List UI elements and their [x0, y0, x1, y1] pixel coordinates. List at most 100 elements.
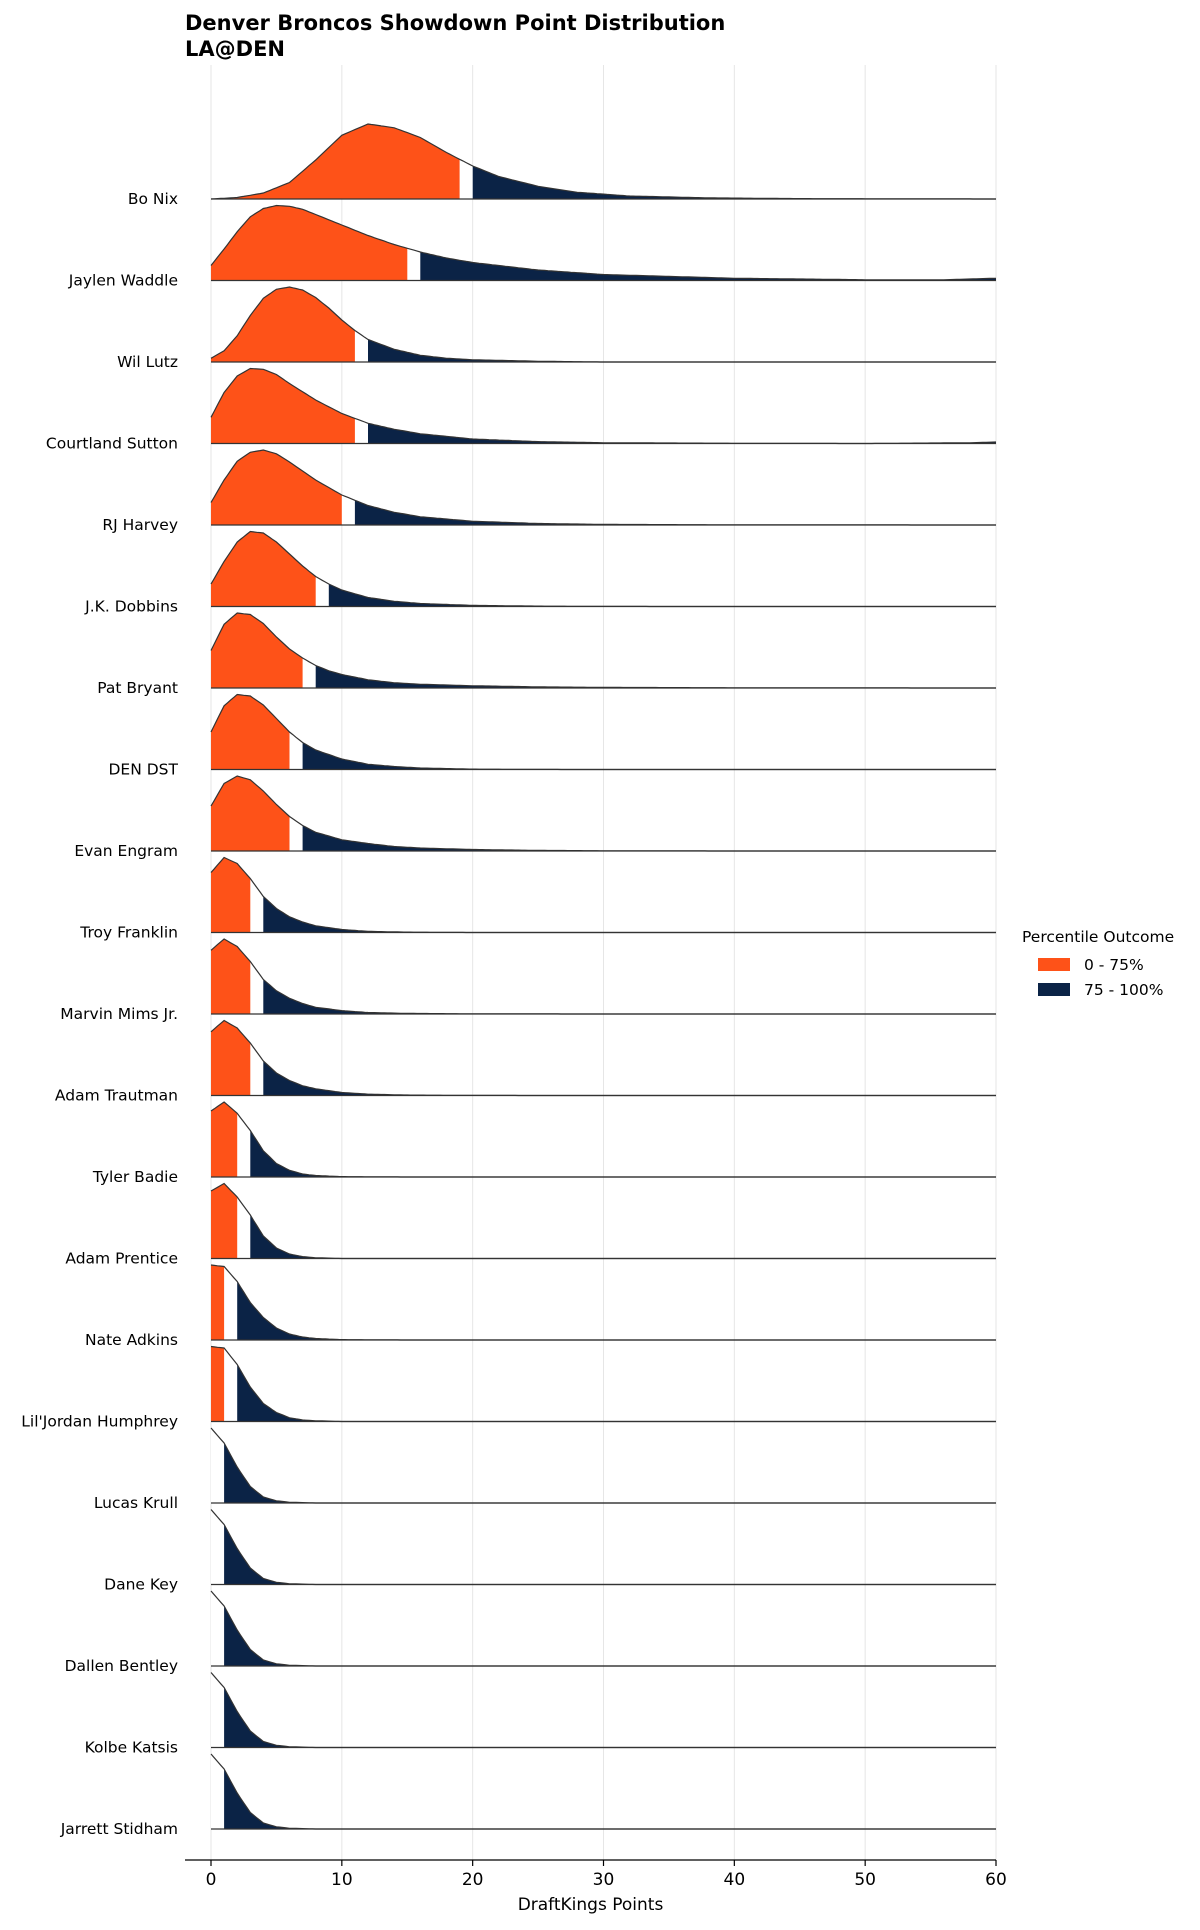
ridge-nate-adkins [210, 1264, 996, 1341]
legend-title: Percentile Outcome [1022, 928, 1175, 946]
x-tick-label-50: 50 [854, 1870, 876, 1890]
ridge-area-75-100 [302, 825, 997, 851]
x-tick-label-60: 60 [985, 1870, 1007, 1890]
player-label-troy-franklin: Troy Franklin [79, 924, 178, 942]
x-tick-label-0: 0 [206, 1870, 217, 1890]
ridge-lucas-krull [210, 1427, 997, 1504]
ridge-lil-jordan-humphrey [210, 1345, 996, 1423]
ridge-area-0-75 [211, 694, 290, 770]
ridge-rj-harvey [210, 449, 996, 526]
ridge-area-0-75 [211, 368, 355, 444]
ridge-troy-franklin [210, 856, 996, 934]
ridge-dallen-bentley [210, 1590, 997, 1667]
ridge-tyler-badie [210, 1101, 997, 1178]
player-label-pat-bryant: Pat Bryant [97, 679, 178, 697]
ridge-jarrett-stidham [210, 1753, 997, 1830]
legend-label-low: 0 - 75% [1084, 955, 1144, 974]
chart-title: Denver Broncos Showdown Point Distributi… [185, 11, 726, 35]
ridge-area-75-100 [237, 1281, 996, 1340]
ridge-adam-trautman [210, 1019, 996, 1097]
player-label-nate-adkins: Nate Adkins [85, 1331, 178, 1349]
ridge-area-0-75 [211, 287, 355, 362]
legend-swatch-high [1038, 983, 1070, 996]
player-label-adam-prentice: Adam Prentice [65, 1250, 178, 1268]
ridge-area-75-100 [472, 166, 996, 199]
ridge-area-75-100 [302, 742, 997, 770]
ridge-kolbe-katsis [210, 1672, 997, 1749]
x-tick-label-30: 30 [593, 1870, 615, 1890]
ridge-area-0-75 [211, 1346, 225, 1422]
player-label-lucas-krull: Lucas Krull [94, 1494, 178, 1512]
ridge-area-0-75 [211, 124, 460, 199]
ridge-area-75-100 [224, 1687, 997, 1748]
ridge-marvin-mims-jr- [210, 938, 996, 1015]
ridge-area-75-100 [224, 1606, 997, 1666]
chart-subtitle: LA@DEN [185, 37, 285, 61]
ridge-area-75-100 [315, 665, 996, 688]
ridge-area-0-75 [211, 776, 290, 851]
ridge-outline [210, 204, 996, 281]
ridge-area-75-100 [250, 1130, 997, 1177]
ridge-area-0-75 [211, 1265, 225, 1340]
legend-swatch-low [1038, 958, 1070, 971]
ridge-area-0-75 [211, 857, 251, 933]
player-label-adam-trautman: Adam Trautman [55, 1087, 178, 1105]
ridge-area-0-75 [211, 1183, 238, 1259]
ridge-adam-prentice [210, 1182, 997, 1260]
ridge-dane-key [210, 1509, 997, 1586]
ridge-area-0-75 [211, 531, 316, 607]
ridge-area-75-100 [354, 500, 996, 525]
grid-lines [210, 65, 997, 1860]
player-label-tyler-badie: Tyler Badie [92, 1168, 178, 1186]
ridges [210, 123, 997, 1830]
player-label-rj-harvey: RJ Harvey [102, 516, 178, 534]
player-label-dane-key: Dane Key [104, 1576, 178, 1594]
ridge-area-75-100 [250, 1215, 997, 1259]
player-label-dallen-bentley: Dallen Bentley [65, 1657, 178, 1675]
ridge-wil-lutz [210, 286, 996, 363]
ridge-area-75-100 [328, 584, 996, 607]
player-label-den-dst: DEN DST [109, 761, 179, 779]
ridge-j-k-dobbins [210, 530, 996, 608]
ridge-area-75-100 [237, 1364, 996, 1422]
x-tick-label-40: 40 [724, 1870, 746, 1890]
player-label-marvin-mims-jr-: Marvin Mims Jr. [60, 1005, 178, 1023]
chart-title-block: Denver Broncos Showdown Point Distributi… [185, 10, 725, 62]
legend-label-high: 75 - 100% [1084, 980, 1164, 999]
ridge-area-75-100 [263, 979, 996, 1014]
ridge-area-0-75 [211, 1102, 238, 1177]
player-label-kolbe-katsis: Kolbe Katsis [85, 1739, 178, 1757]
legend-item-high: 75 - 100% [1022, 977, 1174, 1002]
ridge-area-0-75 [211, 450, 342, 525]
ridge-area-75-100 [263, 1061, 996, 1096]
x-tick-label-10: 10 [331, 1870, 353, 1890]
x-axis: 0 10 20 30 40 50 60 DraftKings Points [185, 1859, 1007, 1915]
ridge-evan-engram [210, 775, 997, 852]
player-labels: Bo Nix Jaylen Waddle Wil Lutz Courtland Sut… [21, 190, 178, 1838]
x-axis-label: DraftKings Points [518, 1895, 664, 1915]
ridge-area-75-100 [224, 1443, 997, 1503]
player-label-jarrett-stidham: Jarrett Stidham [60, 1820, 178, 1838]
ridge-jaylen-waddle [210, 204, 996, 282]
x-tick-label-20: 20 [462, 1870, 484, 1890]
player-label-courtland-sutton: Courtland Sutton [46, 435, 178, 453]
ridge-area-0-75 [211, 939, 251, 1014]
ridge-area-75-100 [368, 339, 996, 362]
player-label-evan-engram: Evan Engram [74, 842, 178, 860]
ridge-den-dst [210, 693, 997, 771]
ridge-area-0-75 [211, 613, 303, 688]
ridge-courtland-sutton [210, 367, 997, 445]
player-label-bo-nix: Bo Nix [128, 190, 178, 208]
ridge-area-0-75 [211, 205, 408, 281]
player-label-lil-jordan-humphrey: Lil'Jordan Humphrey [21, 1413, 178, 1431]
ridge-area-75-100 [224, 1524, 997, 1585]
player-label-jaylen-waddle: Jaylen Waddle [68, 272, 178, 290]
ridge-area-75-100 [263, 896, 996, 933]
legend-item-low: 0 - 75% [1022, 952, 1174, 977]
ridge-pat-bryant [210, 612, 996, 689]
player-label-wil-lutz: Wil Lutz [117, 353, 178, 371]
ridge-area-75-100 [224, 1769, 997, 1829]
legend: Percentile Outcome 0 - 75% 75 - 100% [1022, 928, 1174, 1002]
ridge-bo-nix [210, 123, 996, 200]
